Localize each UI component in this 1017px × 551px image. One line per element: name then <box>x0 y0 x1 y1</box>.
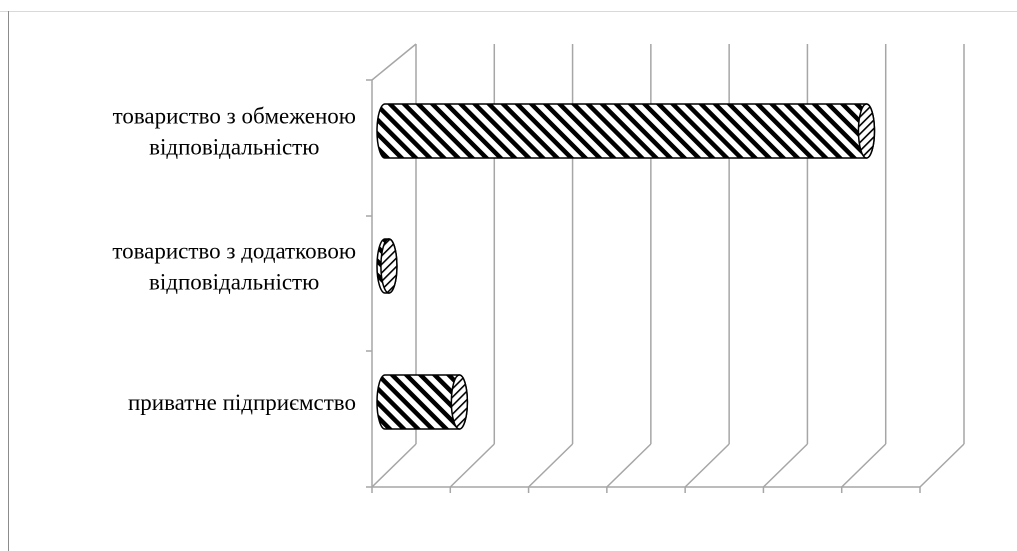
grid-floor-line <box>684 443 730 488</box>
grid-floor-line <box>762 443 808 488</box>
category-label: відповідальністю <box>149 135 319 160</box>
grid-floor-line <box>449 443 495 488</box>
bars <box>376 103 876 430</box>
grid-floor-line <box>528 443 574 488</box>
bar-end-cap <box>857 103 876 159</box>
category-label: приватне підприємство <box>128 390 356 415</box>
bar-end-cap <box>380 238 398 294</box>
frame-left-border <box>8 11 9 551</box>
category-label: товариство з додатковою <box>112 239 356 264</box>
bar-body <box>376 103 876 159</box>
left-wall-top-edge <box>371 43 417 81</box>
grid-floor-line <box>606 443 652 488</box>
grid-floor-line <box>919 443 965 488</box>
category-label: товариство з обмеженою <box>113 104 356 129</box>
category-label: відповідальністю <box>149 270 319 295</box>
axes <box>366 43 921 493</box>
frame-top-border <box>0 11 1017 12</box>
grid-floor-line <box>841 443 887 488</box>
grid-floor-line <box>371 443 417 488</box>
labels: товариство з обмеженою відповідальністю то… <box>112 104 356 416</box>
bar-end-cap <box>450 374 469 430</box>
